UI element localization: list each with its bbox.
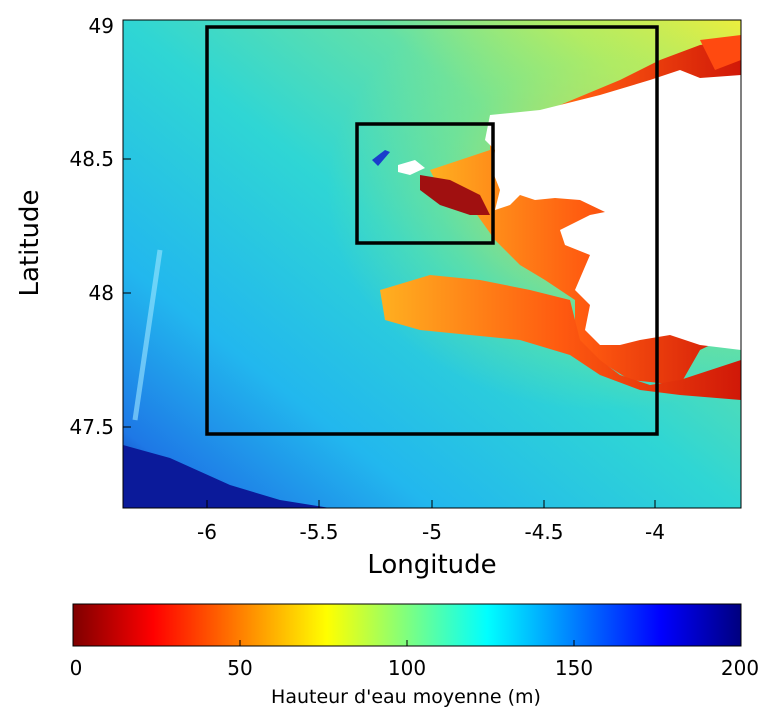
colorbar-tick-label: 0 (70, 656, 83, 680)
y-axis-label: Latitude (15, 189, 45, 296)
x-axis-label: Longitude (367, 550, 496, 580)
colorbar-tick-label: 50 (227, 656, 252, 680)
inner-domain-box (355, 122, 495, 245)
colorbar-tick-label: 150 (555, 656, 593, 680)
x-tick-label: -5.5 (299, 520, 338, 544)
x-tick-label: -4.5 (524, 520, 563, 544)
x-tick-label: -4 (645, 520, 665, 544)
y-tick-label: 47.5 (69, 415, 114, 439)
colorbar: 0 50 100 150 200 Hauteur d'eau moyenne (… (70, 603, 759, 708)
x-ticks: -6 -5.5 -5 -4.5 -4 (197, 500, 665, 544)
coastal-shoal-ne (700, 35, 741, 70)
island (398, 160, 425, 175)
shelf-streak (132, 249, 163, 421)
deep-water-sw (123, 445, 330, 508)
shoal-island-area (420, 175, 490, 215)
outer-domain-box (205, 25, 659, 436)
colorbar-title: Hauteur d'eau moyenne (m) (271, 686, 541, 708)
colorbar-tick-label: 100 (388, 656, 426, 680)
deep-trench-spot (372, 150, 390, 166)
colorbar-ramp (72, 603, 742, 647)
y-tick-label: 48.5 (69, 147, 114, 171)
y-ticks: 49 48.5 48 47.5 (69, 14, 131, 439)
coastal-shoal-south (380, 275, 741, 400)
bathymetry-map (123, 20, 741, 508)
y-tick-label: 48 (89, 281, 114, 305)
x-tick-label: -6 (197, 520, 217, 544)
x-tick-label: -5 (422, 520, 442, 544)
colorbar-tick-label: 200 (721, 656, 759, 680)
y-tick-label: 49 (89, 14, 114, 38)
land-mass (485, 70, 741, 350)
